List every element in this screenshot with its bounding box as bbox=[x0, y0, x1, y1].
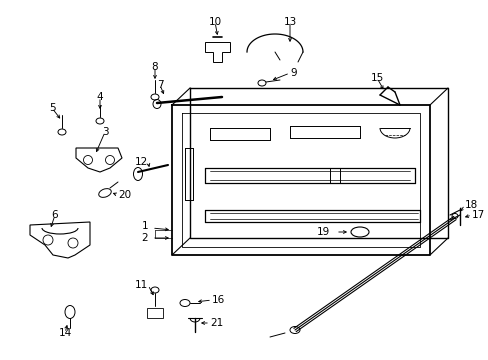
Text: 19: 19 bbox=[316, 227, 329, 237]
Text: 1: 1 bbox=[141, 221, 148, 231]
Text: 10: 10 bbox=[208, 17, 221, 27]
Text: 17: 17 bbox=[471, 210, 484, 220]
Text: 21: 21 bbox=[209, 318, 223, 328]
Text: 9: 9 bbox=[289, 68, 296, 78]
Text: 6: 6 bbox=[52, 210, 58, 220]
Text: 20: 20 bbox=[118, 190, 131, 200]
Text: 18: 18 bbox=[464, 200, 477, 210]
Text: 5: 5 bbox=[49, 103, 55, 113]
Text: 8: 8 bbox=[151, 62, 158, 72]
Text: 3: 3 bbox=[102, 127, 108, 137]
Text: 2: 2 bbox=[141, 233, 148, 243]
Text: 4: 4 bbox=[97, 92, 103, 102]
Text: 12: 12 bbox=[135, 157, 148, 167]
Text: 11: 11 bbox=[135, 280, 148, 290]
Text: 15: 15 bbox=[369, 73, 383, 83]
Text: 7: 7 bbox=[156, 80, 163, 90]
Text: 13: 13 bbox=[283, 17, 296, 27]
Text: 16: 16 bbox=[212, 295, 225, 305]
Text: 14: 14 bbox=[58, 328, 71, 338]
